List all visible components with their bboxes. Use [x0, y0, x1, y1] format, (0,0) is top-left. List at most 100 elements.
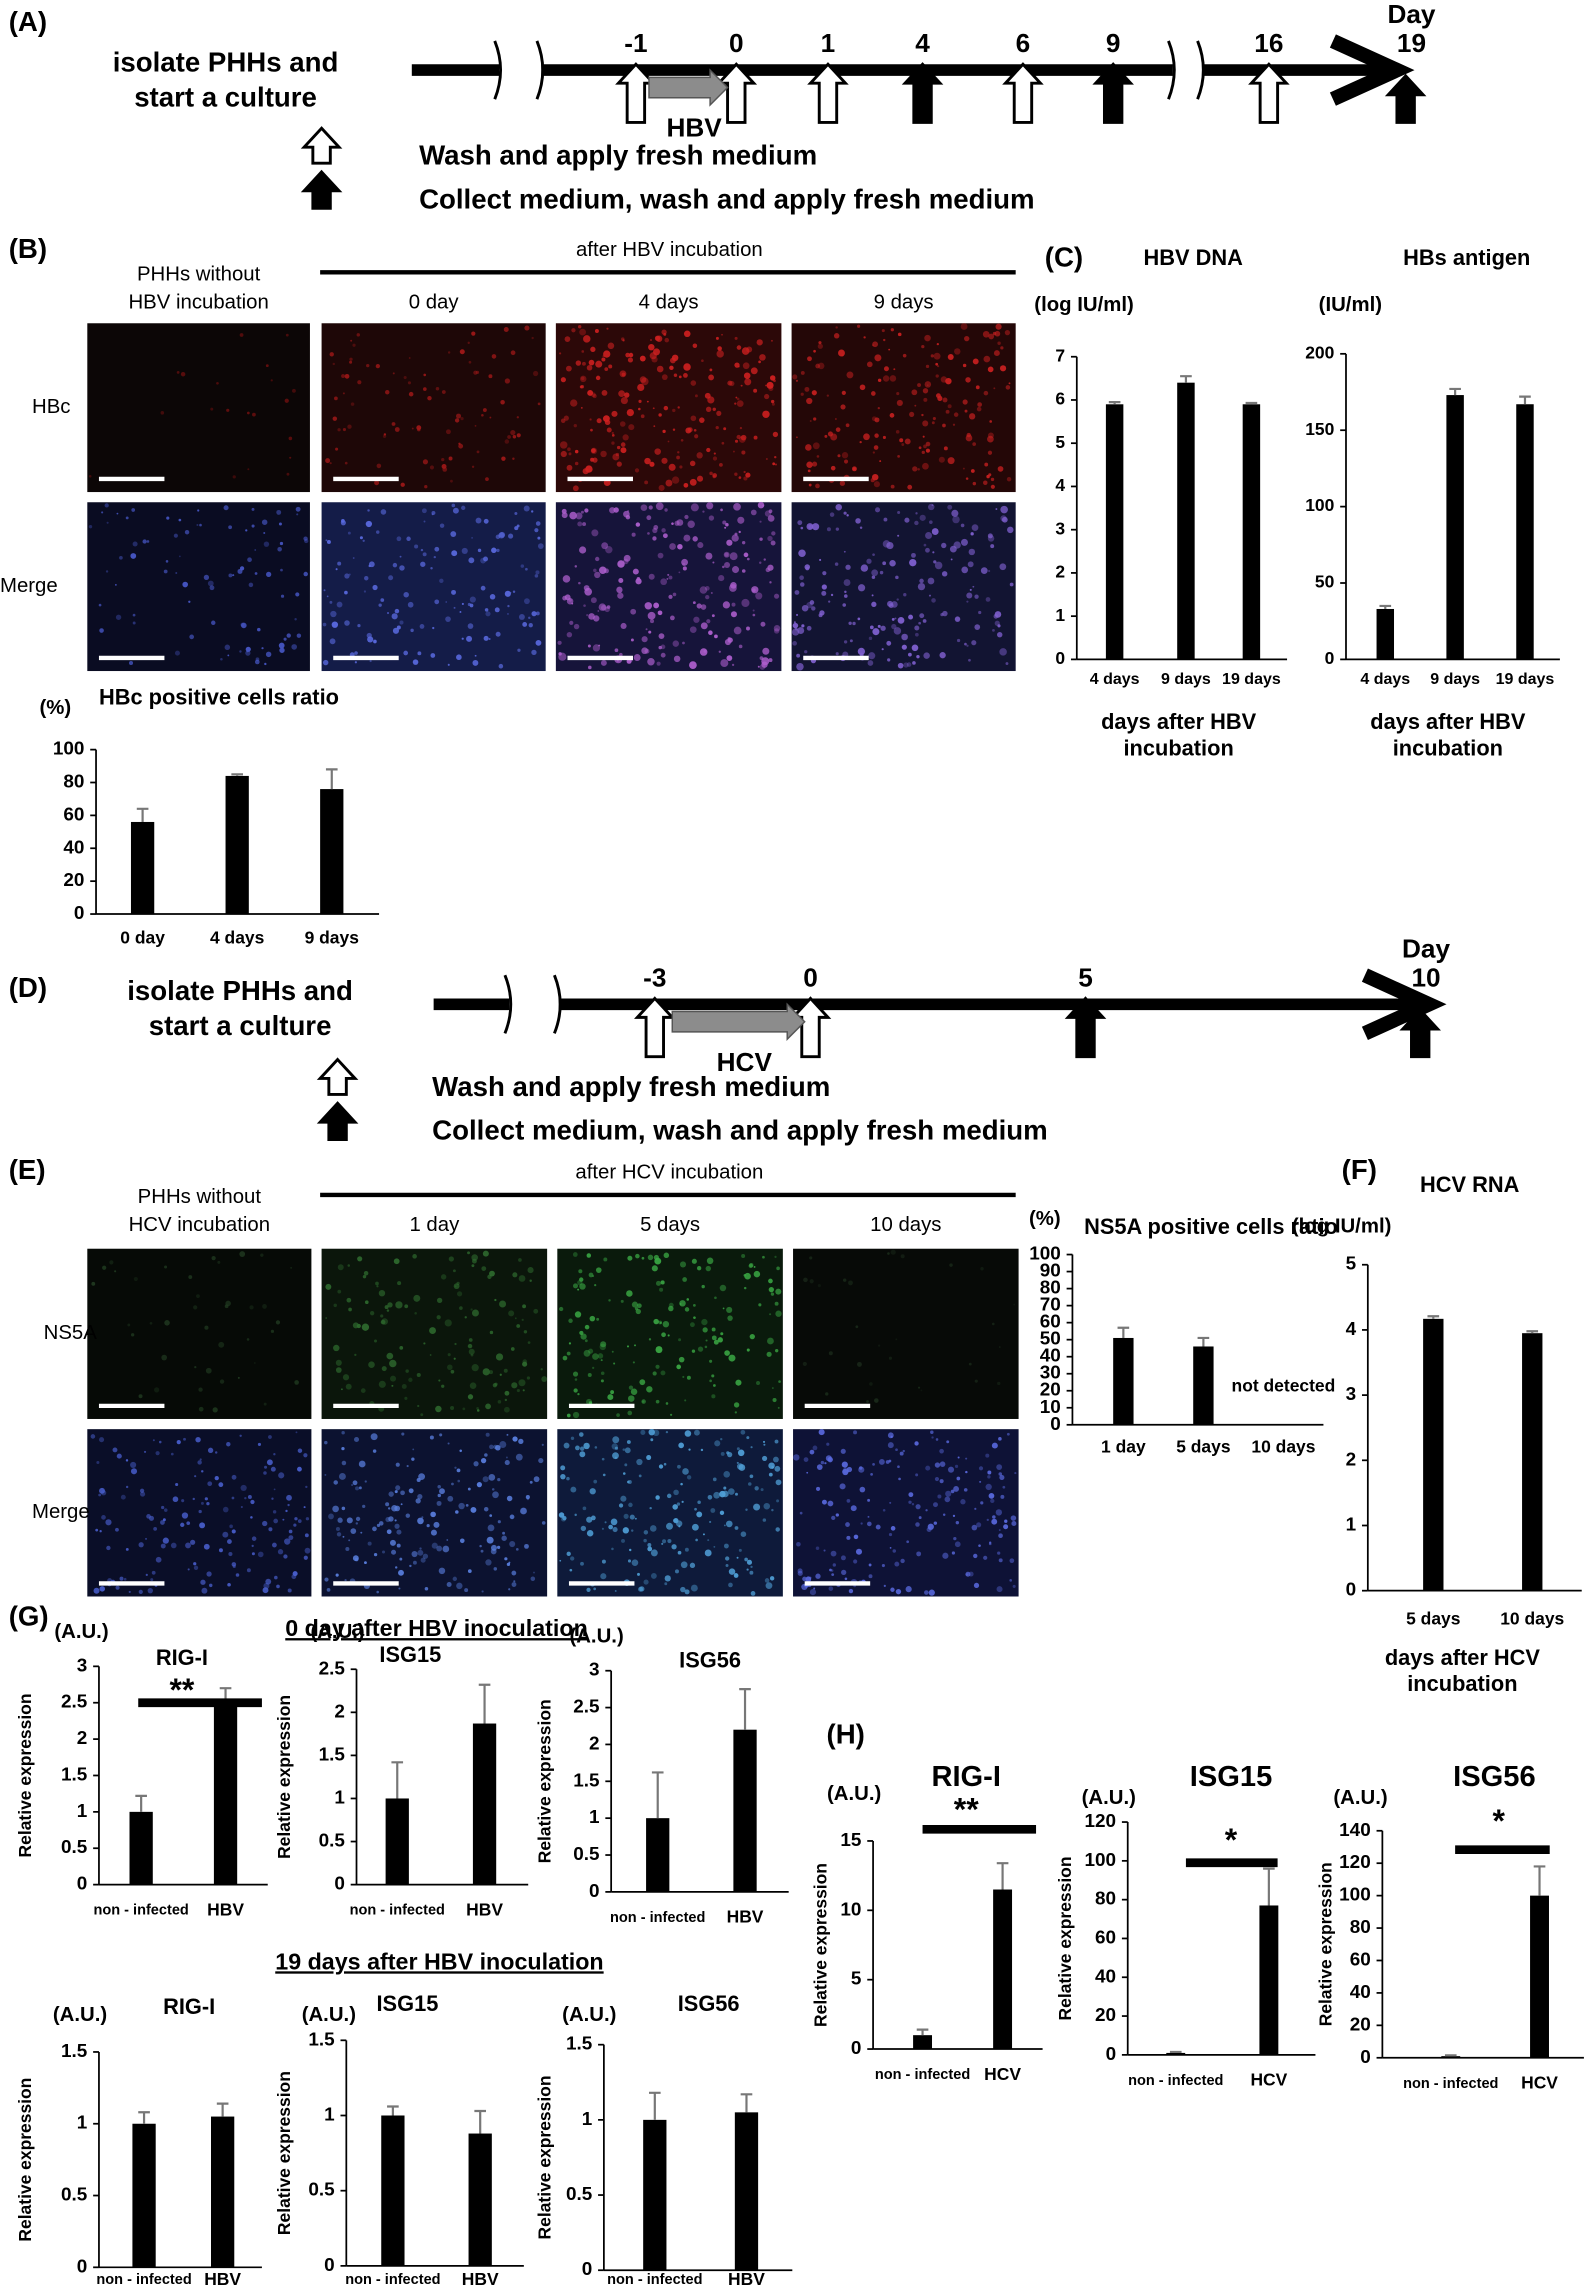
cell-spot [852, 621, 856, 626]
cell-spot [724, 638, 732, 646]
cell-spot [345, 1546, 350, 1552]
cell-spot [776, 1499, 780, 1503]
cell-spot [832, 1563, 836, 1567]
cell-spot [749, 1570, 754, 1575]
cell-spot [871, 594, 874, 597]
cell-spot [559, 1306, 564, 1312]
cell-spot [593, 1587, 597, 1591]
cell-spot [341, 1506, 346, 1511]
cell-spot [705, 1339, 708, 1342]
cell-spot [598, 644, 601, 647]
cell-spot [939, 1479, 944, 1484]
cell-spot [886, 640, 892, 646]
cell-spot [370, 1433, 378, 1441]
y-tick-label: 2 [1055, 562, 1065, 582]
cell-spot [507, 613, 509, 615]
cell-spot [499, 1300, 507, 1308]
cell-spot [345, 1383, 352, 1390]
cell-spot [373, 1553, 378, 1557]
cell-spot [661, 528, 666, 533]
cell-spot [987, 1475, 991, 1479]
cell-spot [294, 617, 297, 621]
cell-spot [743, 476, 748, 481]
cell-spot [399, 1345, 404, 1350]
cell-spot [436, 1297, 443, 1304]
cell-spot [498, 663, 504, 669]
cell-spot [454, 1466, 457, 1469]
y-axis-title: Relative expression [15, 1694, 35, 1858]
cell-spot [600, 1379, 604, 1383]
cell-spot [772, 462, 776, 466]
cell-spot [376, 1523, 381, 1528]
y-tick-label: 0 [1055, 648, 1065, 668]
cell-spot [968, 548, 976, 556]
cell-spot [857, 584, 866, 592]
chart-title: RIG-I [931, 1761, 1000, 1793]
cell-spot [476, 1409, 480, 1412]
cell-spot [743, 552, 749, 558]
cell-spot [570, 1436, 575, 1440]
cell-spot [262, 1520, 268, 1527]
cell-spot [883, 366, 889, 372]
micrograph [87, 1248, 312, 1419]
cell-spot [875, 507, 881, 513]
cell-spot [564, 336, 571, 342]
cell-spot [600, 1341, 607, 1348]
cell-spot [139, 1488, 145, 1493]
timeline-break-mark [535, 40, 545, 100]
cell-spot [579, 328, 587, 336]
cell-spot [588, 1272, 594, 1278]
cell-spot [448, 1256, 454, 1262]
cell-spot [796, 613, 799, 616]
cell-spot [763, 1502, 771, 1510]
cell-spot [575, 360, 582, 366]
cell-spot [843, 579, 851, 587]
cell-spot [305, 1517, 310, 1521]
cell-spot [472, 1258, 477, 1264]
cell-spot [750, 1591, 756, 1596]
cell-spot [489, 1444, 494, 1450]
cell-spot [396, 1543, 401, 1548]
cell-spot [450, 1369, 455, 1374]
cell-spot [575, 1445, 580, 1451]
cell-spot [679, 1300, 686, 1307]
cell-spot [772, 1456, 779, 1463]
cell-spot [424, 1586, 429, 1591]
cell-spot [297, 1519, 302, 1523]
timeline-day-word: Day [1387, 0, 1435, 29]
cell-spot [996, 1586, 1003, 1593]
cell-spot [337, 561, 342, 566]
cell-spot [381, 1366, 387, 1372]
cell-spot [693, 428, 697, 432]
cell-spot [245, 529, 248, 532]
cell-spot [601, 1457, 605, 1461]
cell-spot [507, 435, 511, 439]
timeline-day: -1 [624, 28, 647, 58]
cell-spot [648, 1338, 652, 1341]
cell-spot [185, 1542, 191, 1549]
cell-spot [641, 377, 649, 386]
micrograph-header: HCV incubation [129, 1214, 270, 1236]
cell-spot [131, 508, 136, 512]
cell-spot [284, 398, 289, 403]
cell-spot [588, 1348, 594, 1354]
micrograph-header: 4 days [639, 291, 699, 313]
cell-spot [846, 371, 854, 379]
panel-label: (G) [9, 1601, 49, 1632]
cell-spot [491, 1488, 495, 1491]
x-tick-label: HBV [727, 1907, 764, 1927]
cell-spot [622, 1527, 630, 1534]
cell-spot [344, 620, 350, 626]
cell-spot [342, 392, 345, 395]
cell-spot [609, 507, 616, 514]
cell-spot [831, 1573, 835, 1577]
cell-spot [216, 381, 219, 385]
cell-spot [706, 502, 714, 510]
cell-spot [617, 592, 624, 599]
cell-spot [388, 575, 394, 581]
cell-spot [195, 1437, 201, 1443]
cell-spot [684, 514, 689, 520]
cell-spot [795, 436, 798, 439]
cell-spot [821, 1499, 827, 1505]
cell-spot [600, 1371, 605, 1376]
